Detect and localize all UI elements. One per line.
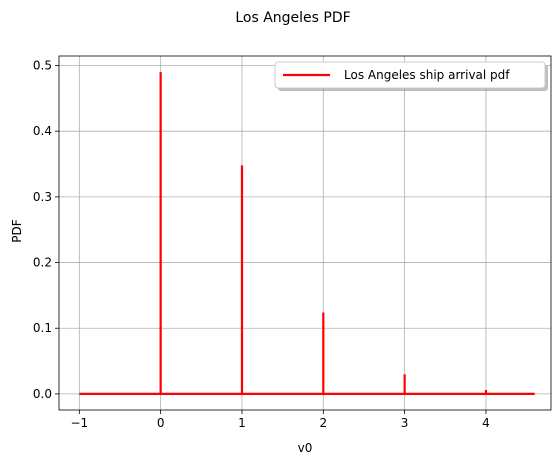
y-tick-label: 0.3 <box>33 190 52 204</box>
series-layer <box>79 72 535 396</box>
y-tick-label: 0.5 <box>33 59 52 73</box>
y-axis-label: PDF <box>10 219 24 242</box>
y-tick-label: 0.0 <box>33 387 52 401</box>
y-tick-label: 0.2 <box>33 256 52 270</box>
plot-frame <box>58 55 552 411</box>
axis-ticks: −1 0 1 2 3 4 0.0 0.1 0.2 0.3 0.4 0.5 <box>33 59 490 430</box>
x-tick-label: −1 <box>70 416 88 430</box>
x-tick-label: 4 <box>482 416 490 430</box>
x-tick-label: 1 <box>238 416 246 430</box>
x-tick-label: 2 <box>319 416 327 430</box>
y-tick-label: 0.1 <box>33 321 52 335</box>
x-tick-label: 3 <box>401 416 409 430</box>
legend-box <box>274 61 546 89</box>
grid <box>59 56 551 410</box>
chart-title: Los Angeles PDF <box>235 10 350 26</box>
legend-label: Los Angeles ship arrival pdf <box>344 68 510 82</box>
series-line <box>79 72 535 396</box>
legend: Los Angeles ship arrival pdf <box>274 61 548 91</box>
x-axis-label: v0 <box>298 441 313 455</box>
y-tick-label: 0.4 <box>33 124 52 138</box>
x-tick-label: 0 <box>157 416 165 430</box>
